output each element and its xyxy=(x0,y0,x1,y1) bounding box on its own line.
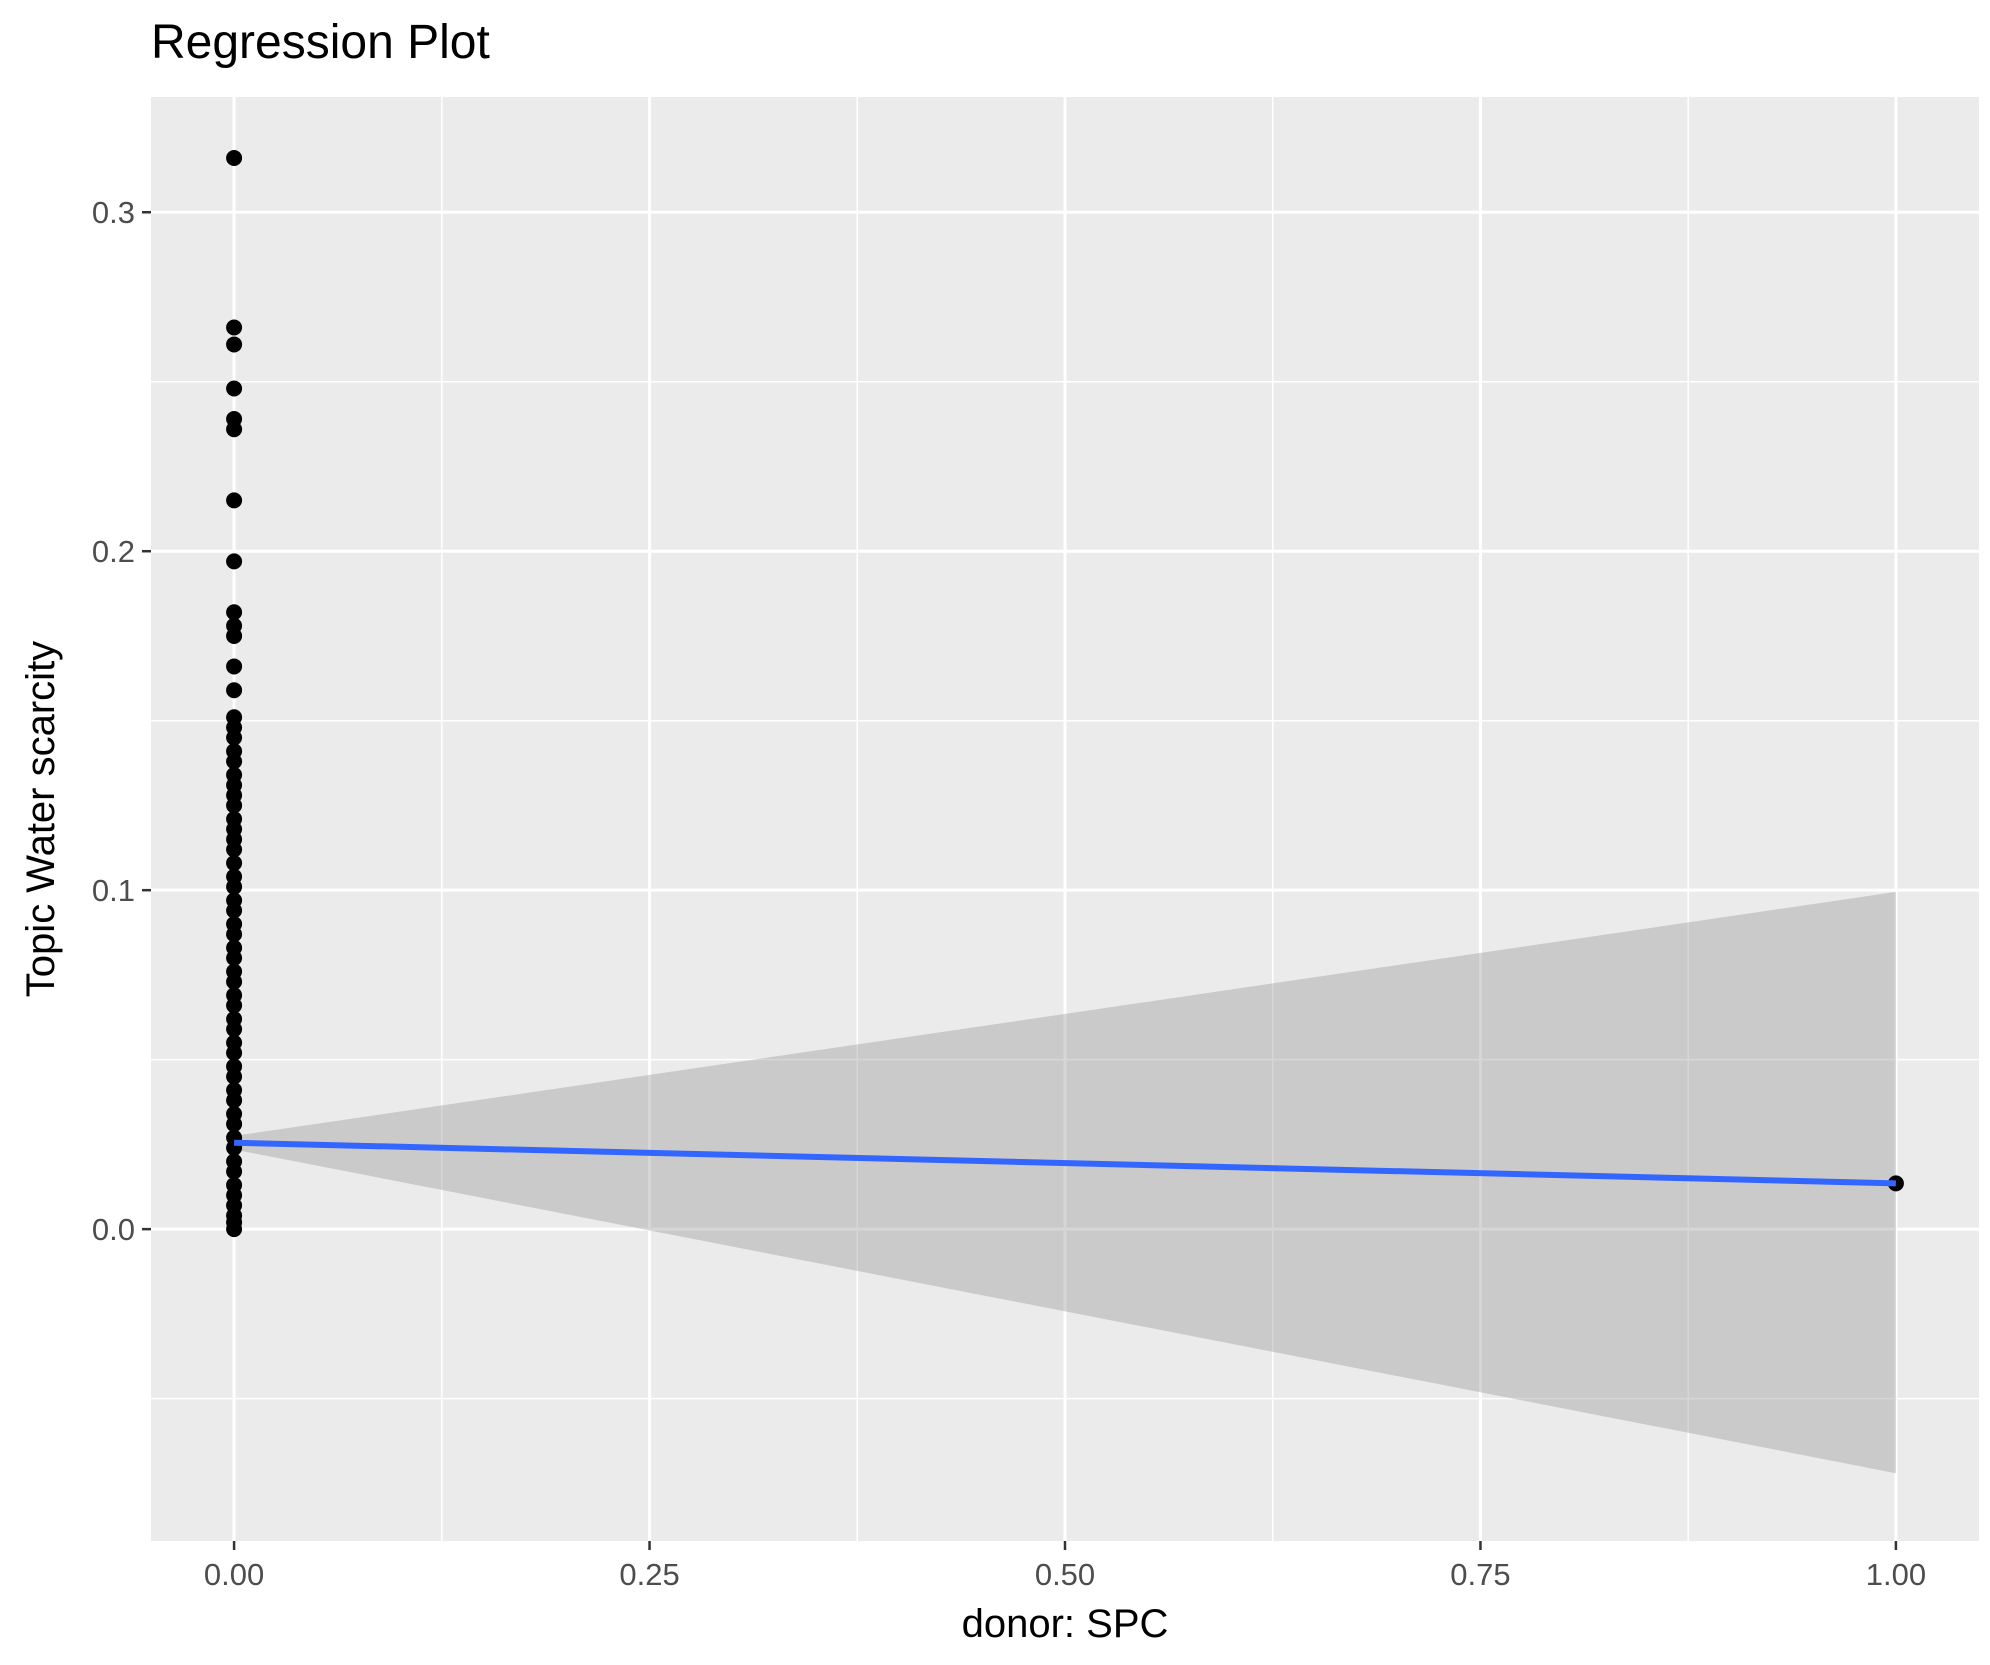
data-point xyxy=(226,319,243,336)
data-point xyxy=(226,973,243,990)
data-point xyxy=(226,949,243,966)
data-point xyxy=(226,1092,243,1109)
data-point xyxy=(226,926,243,943)
data-point xyxy=(226,604,243,621)
data-point xyxy=(226,1163,243,1180)
x-axis-ticks: 0.00 0.25 0.50 0.75 1.00 xyxy=(204,1541,1926,1592)
x-tick-label: 0.00 xyxy=(204,1557,264,1592)
data-point xyxy=(226,1021,243,1038)
data-point xyxy=(226,380,243,397)
x-axis-label: donor: SPC xyxy=(962,1602,1169,1646)
data-point xyxy=(226,1068,243,1085)
confidence-band-layer xyxy=(234,891,1896,1474)
data-point xyxy=(226,336,243,353)
regression-line-layer xyxy=(234,1139,1896,1187)
y-tick-label: 0.3 xyxy=(92,195,135,230)
data-point xyxy=(226,150,243,167)
y-axis-ticks: 0.0 0.1 0.2 0.3 xyxy=(92,195,151,1247)
data-point xyxy=(226,753,243,770)
data-point xyxy=(226,421,243,438)
data-point xyxy=(226,855,243,872)
y-tick-label: 0.1 xyxy=(92,873,135,908)
data-point xyxy=(226,492,243,509)
data-point xyxy=(226,682,243,699)
data-point xyxy=(226,1221,243,1238)
y-tick-label: 0.0 xyxy=(92,1212,135,1247)
data-point xyxy=(226,902,243,919)
x-tick-label: 1.00 xyxy=(1866,1557,1926,1592)
data-point xyxy=(226,797,243,814)
data-point xyxy=(226,1044,243,1061)
y-axis-label: Topic Water scarcity xyxy=(19,641,63,997)
x-tick-label: 0.75 xyxy=(1450,1557,1510,1592)
x-tick-label: 0.25 xyxy=(619,1557,679,1592)
x-tick-label: 0.50 xyxy=(1035,1557,1095,1592)
regression-line xyxy=(234,1139,1896,1187)
data-point xyxy=(226,627,243,644)
data-point xyxy=(226,658,243,675)
data-point xyxy=(226,729,243,746)
chart-title: Regression Plot xyxy=(151,16,490,69)
y-tick-label: 0.2 xyxy=(92,534,135,569)
data-point xyxy=(226,841,243,858)
data-point xyxy=(226,1116,243,1133)
data-point xyxy=(226,997,243,1014)
data-point xyxy=(226,553,243,570)
confidence-band xyxy=(234,891,1896,1474)
data-point xyxy=(226,878,243,895)
